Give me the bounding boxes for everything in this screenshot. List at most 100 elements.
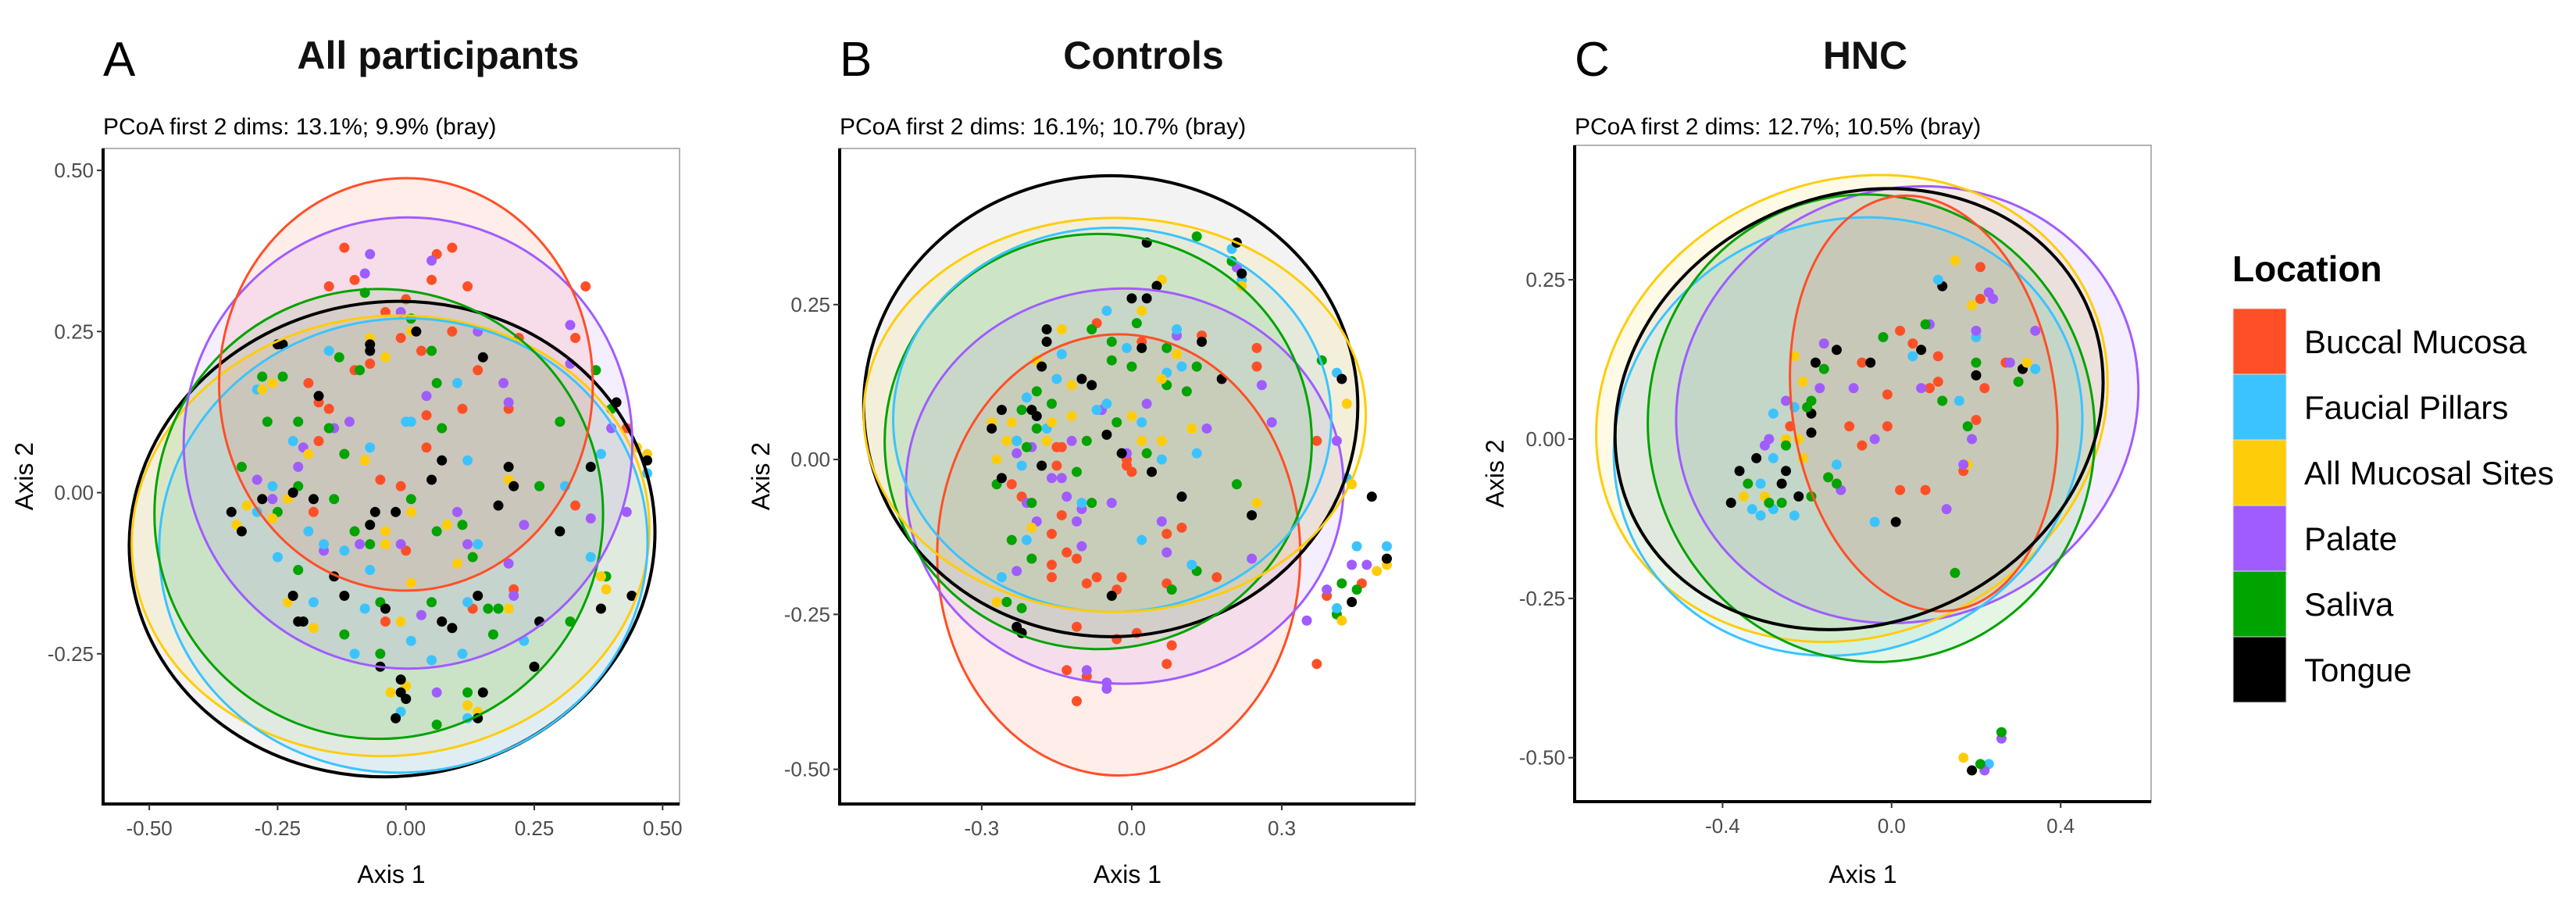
- data-point: [1166, 640, 1177, 651]
- ellipse-fill-all-mucosal-sites: [1596, 175, 2108, 642]
- x-tick-label: -0.50: [127, 816, 173, 840]
- data-point: [1136, 342, 1147, 353]
- y-tick-label: 0.25: [54, 320, 94, 343]
- data-point: [1016, 602, 1027, 613]
- data-point: [1251, 361, 1262, 372]
- legend: Location Buccal Mucosa Faucial Pillars All …: [2232, 248, 2554, 703]
- data-point: [426, 274, 437, 285]
- data-point: [1006, 534, 1017, 545]
- data-point: [1247, 553, 1258, 564]
- data-point: [1151, 280, 1162, 291]
- data-point: [1953, 395, 1964, 406]
- data-point: [1001, 435, 1012, 446]
- data-point: [1382, 541, 1393, 552]
- data-point: [534, 481, 545, 491]
- data-point: [1738, 491, 1749, 502]
- data-point: [308, 506, 319, 517]
- data-point: [421, 442, 432, 453]
- data-point: [365, 345, 376, 356]
- data-point: [313, 436, 324, 447]
- data-point: [462, 539, 473, 550]
- series-saliva: [991, 231, 1362, 620]
- data-point: [1818, 338, 1829, 349]
- data-point: [298, 616, 309, 627]
- data-point: [565, 320, 576, 331]
- y-tick-label: 0.00: [54, 481, 94, 505]
- data-point: [2004, 357, 2015, 368]
- data-point: [1172, 324, 1183, 335]
- data-point: [1136, 306, 1147, 316]
- data-point: [1086, 324, 1097, 335]
- series-all-mucosal-sites: [231, 326, 653, 717]
- data-point: [431, 687, 442, 698]
- data-point: [1311, 659, 1322, 670]
- data-point: [498, 377, 509, 388]
- data-point: [1336, 615, 1347, 626]
- data-point: [365, 442, 376, 453]
- data-point: [1781, 440, 1792, 451]
- data-point: [570, 333, 581, 344]
- ellipse-all-mucosal-sites: [130, 314, 651, 758]
- data-point: [1072, 516, 1083, 527]
- data-point: [1161, 528, 1172, 539]
- y-tick-label: 0.00: [1525, 427, 1565, 451]
- data-point: [1967, 434, 1978, 445]
- data-point: [457, 520, 468, 531]
- data-point: [473, 591, 483, 602]
- data-point: [267, 494, 278, 505]
- data-point: [1958, 752, 1969, 763]
- ellipse-fill-faucial-pillars: [893, 227, 1332, 613]
- data-point: [380, 603, 391, 614]
- data-point: [441, 520, 452, 531]
- data-point: [1797, 377, 1808, 388]
- data-point: [1046, 473, 1057, 484]
- data-point: [308, 623, 319, 634]
- data-point: [1201, 423, 1212, 434]
- data-point: [380, 539, 391, 550]
- data-point: [319, 539, 330, 550]
- data-point: [595, 603, 606, 614]
- data-point: [1061, 491, 1072, 502]
- data-point: [1056, 509, 1067, 520]
- data-point: [1781, 395, 1792, 406]
- data-point: [1156, 454, 1167, 465]
- data-point: [462, 700, 473, 711]
- data-point: [1046, 417, 1057, 428]
- data-point: [467, 552, 478, 563]
- data-point: [1166, 584, 1177, 595]
- data-point: [493, 500, 504, 511]
- data-point: [1041, 324, 1052, 335]
- data-point: [257, 494, 268, 505]
- data-point: [405, 494, 416, 505]
- data-point: [991, 454, 1002, 465]
- data-point: [1971, 370, 1982, 381]
- y-tick-label: 0.25: [790, 293, 830, 316]
- data-point: [365, 520, 376, 531]
- data-point: [1116, 572, 1127, 583]
- data-point: [570, 500, 581, 511]
- data-point: [1751, 452, 1762, 463]
- data-point: [1347, 596, 1358, 607]
- x-axis-label: Axis 1: [357, 860, 425, 888]
- data-point: [426, 597, 437, 608]
- data-point: [411, 326, 422, 337]
- ellipse-saliva: [1647, 193, 2096, 663]
- data-point: [1116, 448, 1127, 459]
- data-point: [359, 455, 370, 466]
- data-point: [405, 506, 416, 517]
- data-point: [395, 674, 406, 685]
- data-point: [1001, 596, 1012, 607]
- data-point: [1197, 336, 1208, 347]
- data-point: [365, 565, 376, 576]
- data-point: [1806, 427, 1817, 438]
- panel-title: All participants: [297, 34, 579, 77]
- data-point: [365, 248, 376, 259]
- data-point: [457, 649, 468, 659]
- legend-label: Tongue: [2304, 652, 2412, 688]
- data-point: [1725, 498, 1736, 509]
- data-point: [1031, 411, 1042, 422]
- data-point: [1818, 363, 1829, 374]
- data-point: [1026, 553, 1037, 564]
- data-point: [483, 603, 494, 614]
- plot-area: [839, 148, 1416, 805]
